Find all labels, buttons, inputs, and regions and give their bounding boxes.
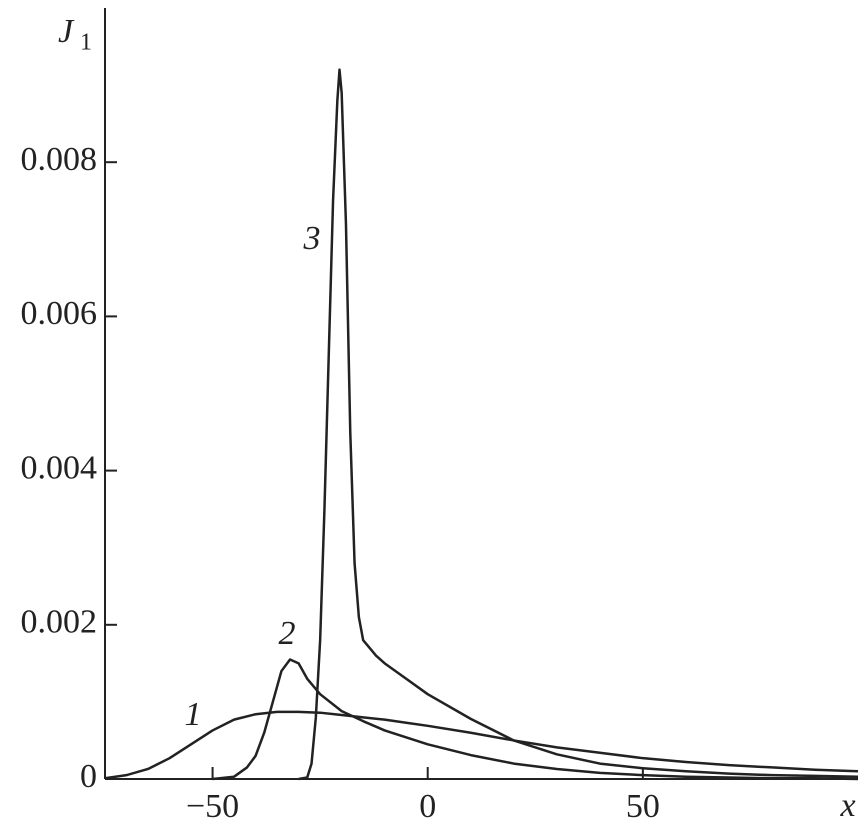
x-tick-label: −50 [186, 788, 239, 825]
x-label: x [839, 787, 855, 824]
curve [212, 658, 859, 781]
curve-label: 2 [279, 615, 296, 652]
x-tick-label: 50 [626, 788, 660, 825]
curve [104, 710, 859, 780]
x-tick-label: 0 [419, 788, 436, 825]
y-tick-label: 0.002 [21, 604, 98, 641]
y-tick-label: 0.008 [21, 141, 98, 178]
y-label: J [58, 13, 75, 50]
y-tick-label: 0.006 [21, 295, 98, 332]
curve-label: 3 [303, 220, 321, 257]
y-tick-label: 0.004 [21, 449, 98, 486]
curve [298, 68, 859, 781]
y-tick-label: 0 [80, 758, 97, 795]
curve-label: 1 [185, 696, 202, 733]
y-label-subscript: 1 [80, 30, 92, 56]
